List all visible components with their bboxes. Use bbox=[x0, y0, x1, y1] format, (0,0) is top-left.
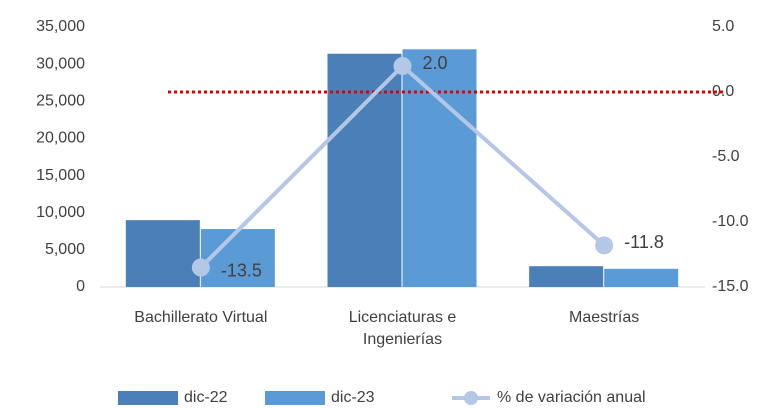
line-marker bbox=[393, 57, 412, 75]
y2-tick-label: -10.0 bbox=[712, 213, 749, 230]
y-tick-label: 5,000 bbox=[45, 241, 85, 258]
legend-label: % de variación anual bbox=[497, 389, 646, 406]
x-tick-label: Maestrías bbox=[569, 309, 640, 326]
line-marker bbox=[595, 236, 614, 255]
legend-swatch bbox=[118, 391, 178, 405]
y-tick-label: 30,000 bbox=[36, 55, 85, 72]
y2-tick-label: -15.0 bbox=[712, 278, 749, 295]
y-tick-label: 20,000 bbox=[36, 130, 85, 147]
legend-label: dic-23 bbox=[331, 389, 375, 406]
data-label: -11.8 bbox=[624, 232, 664, 252]
y2-tick-label: 5.0 bbox=[712, 18, 734, 35]
y-tick-label: 35,000 bbox=[36, 18, 85, 35]
line-marker bbox=[191, 258, 210, 277]
bar bbox=[529, 266, 604, 287]
y2-tick-label: 0.0 bbox=[712, 83, 734, 100]
y-tick-label: 25,000 bbox=[36, 93, 85, 110]
x-tick-label: Bachillerato Virtual bbox=[134, 309, 268, 326]
bar bbox=[200, 229, 275, 287]
data-label: -13.5 bbox=[221, 260, 262, 280]
y-tick-label: 0 bbox=[76, 278, 85, 295]
y-tick-label: 15,000 bbox=[36, 167, 85, 184]
y-tick-label: 10,000 bbox=[36, 204, 85, 221]
bar bbox=[604, 268, 679, 287]
legend-label: dic-22 bbox=[184, 389, 228, 406]
bar bbox=[327, 53, 402, 287]
bar bbox=[125, 220, 200, 287]
x-tick-label: Licenciaturas e Ingenierías bbox=[348, 309, 457, 348]
data-label: 2.0 bbox=[423, 53, 448, 73]
y2-tick-label: -5.0 bbox=[712, 148, 740, 165]
legend-swatch bbox=[265, 391, 325, 405]
bar bbox=[402, 49, 477, 288]
legend-marker bbox=[464, 391, 478, 405]
